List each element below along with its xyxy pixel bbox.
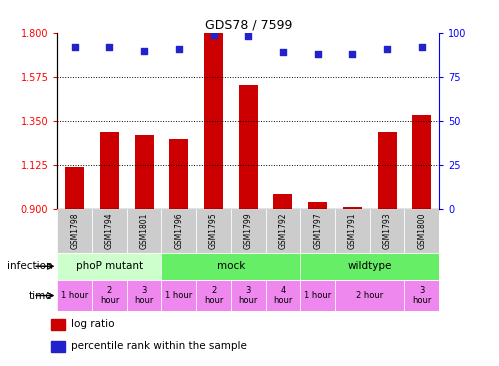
- Text: 1 hour: 1 hour: [304, 291, 331, 300]
- Text: 2
hour: 2 hour: [100, 286, 119, 305]
- Bar: [273, 194, 292, 209]
- Bar: [300, 253, 439, 280]
- Point: [314, 51, 322, 57]
- Text: 1 hour: 1 hour: [61, 291, 88, 300]
- Bar: [57, 280, 92, 311]
- Text: log ratio: log ratio: [71, 318, 114, 329]
- Bar: [100, 131, 119, 209]
- Text: 3
hour: 3 hour: [239, 286, 258, 305]
- Bar: [127, 280, 162, 311]
- Text: 2 hour: 2 hour: [356, 291, 383, 300]
- Bar: [404, 209, 439, 253]
- Point: [279, 49, 287, 55]
- Bar: [335, 280, 404, 311]
- Text: GSM1800: GSM1800: [417, 212, 426, 249]
- Bar: [343, 207, 362, 209]
- Bar: [204, 33, 223, 209]
- Text: infection: infection: [7, 261, 52, 271]
- Bar: [92, 209, 127, 253]
- Text: time: time: [29, 291, 52, 300]
- Text: phoP mutant: phoP mutant: [76, 261, 143, 271]
- Bar: [57, 209, 92, 253]
- Text: GSM1791: GSM1791: [348, 212, 357, 249]
- Point: [105, 44, 113, 50]
- Bar: [162, 253, 300, 280]
- Bar: [162, 280, 196, 311]
- Bar: [92, 280, 127, 311]
- Point: [418, 44, 426, 50]
- Text: GSM1795: GSM1795: [209, 212, 218, 249]
- Text: GSM1796: GSM1796: [174, 212, 183, 249]
- Text: 1 hour: 1 hour: [165, 291, 193, 300]
- Point: [383, 46, 391, 52]
- Text: GSM1799: GSM1799: [244, 212, 253, 249]
- Text: GSM1794: GSM1794: [105, 212, 114, 249]
- Bar: [196, 209, 231, 253]
- Bar: [239, 85, 258, 209]
- Bar: [404, 280, 439, 311]
- Bar: [51, 341, 65, 352]
- Text: wildtype: wildtype: [347, 261, 392, 271]
- Bar: [65, 167, 84, 209]
- Bar: [308, 202, 327, 209]
- Bar: [231, 280, 265, 311]
- Text: GSM1792: GSM1792: [278, 212, 287, 249]
- Text: mock: mock: [217, 261, 245, 271]
- Bar: [370, 209, 404, 253]
- Text: percentile rank within the sample: percentile rank within the sample: [71, 340, 247, 351]
- Bar: [135, 135, 154, 209]
- Bar: [265, 280, 300, 311]
- Bar: [300, 209, 335, 253]
- Text: GSM1798: GSM1798: [70, 212, 79, 249]
- Bar: [162, 209, 196, 253]
- Point: [244, 34, 252, 40]
- Text: 3
hour: 3 hour: [134, 286, 154, 305]
- Bar: [412, 115, 431, 209]
- Bar: [265, 209, 300, 253]
- Bar: [378, 131, 397, 209]
- Point: [71, 44, 79, 50]
- Text: GSM1797: GSM1797: [313, 212, 322, 249]
- Text: 2
hour: 2 hour: [204, 286, 223, 305]
- Bar: [57, 253, 162, 280]
- Point: [210, 32, 218, 38]
- Text: 3
hour: 3 hour: [412, 286, 432, 305]
- Bar: [196, 280, 231, 311]
- Point: [348, 51, 356, 57]
- Bar: [335, 209, 370, 253]
- Point: [140, 48, 148, 53]
- Text: GSM1801: GSM1801: [140, 212, 149, 249]
- Bar: [51, 319, 65, 330]
- Title: GDS78 / 7599: GDS78 / 7599: [205, 19, 292, 32]
- Point: [175, 46, 183, 52]
- Text: GSM1793: GSM1793: [383, 212, 392, 249]
- Bar: [300, 280, 335, 311]
- Text: 4
hour: 4 hour: [273, 286, 292, 305]
- Bar: [231, 209, 265, 253]
- Bar: [169, 139, 189, 209]
- Bar: [127, 209, 162, 253]
